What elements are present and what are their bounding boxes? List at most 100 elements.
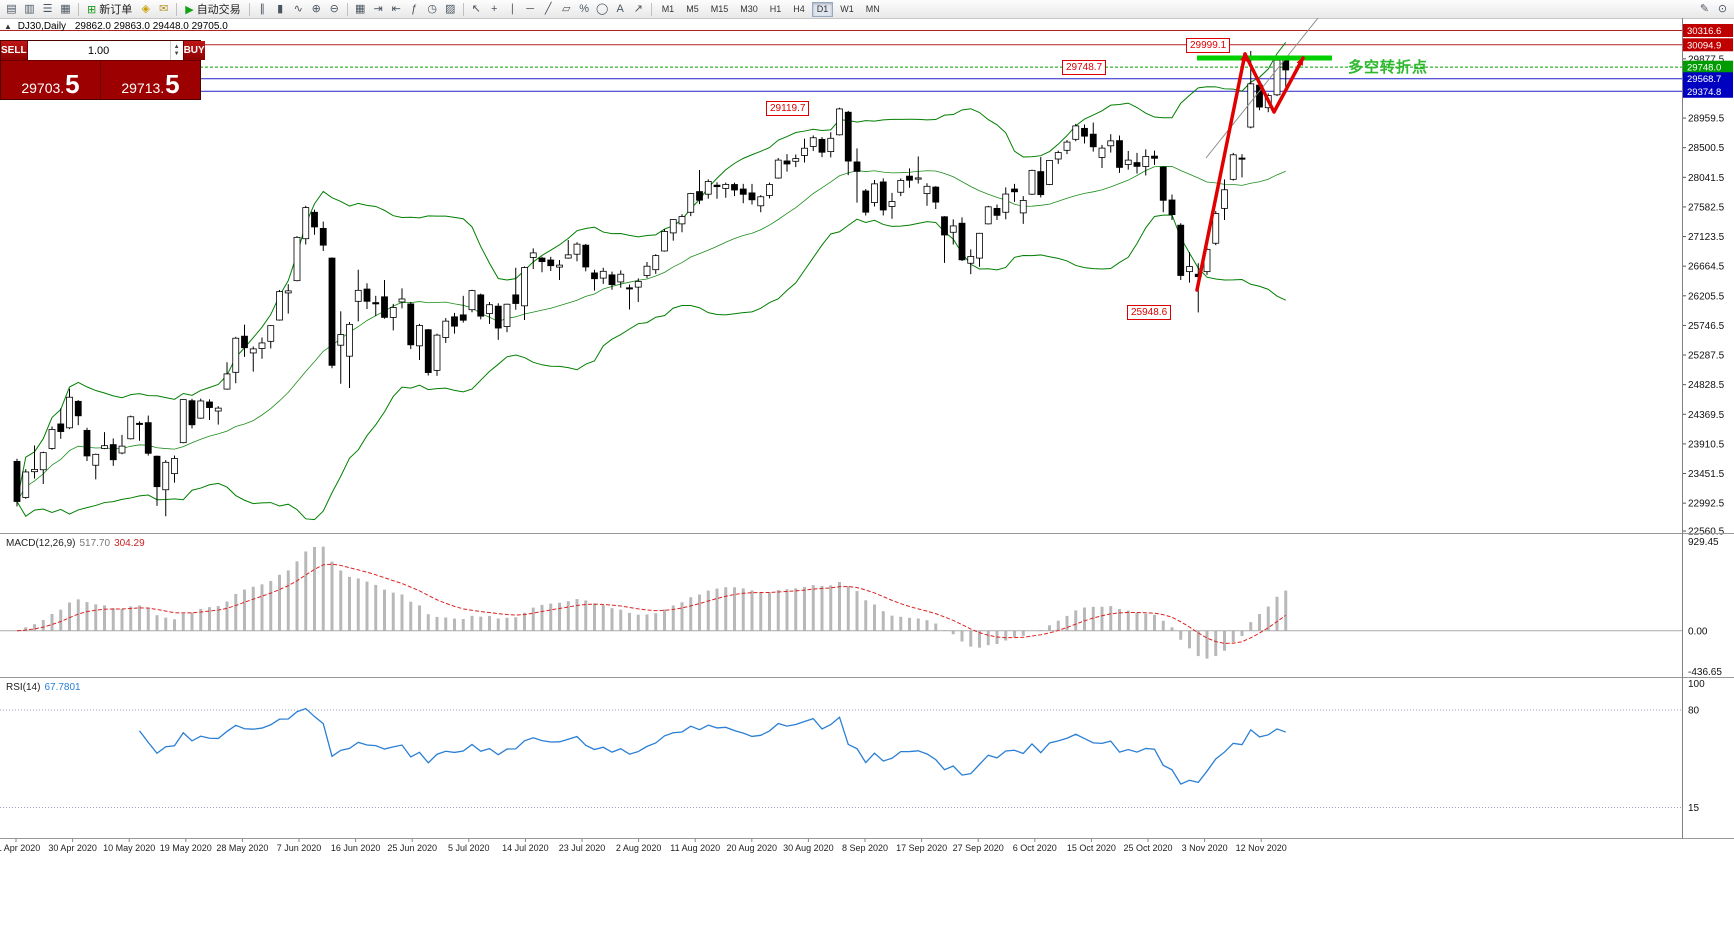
- svg-text:29374.8: 29374.8: [1687, 87, 1721, 98]
- timeframe-m5-button[interactable]: M5: [686, 3, 699, 14]
- shapes-icon[interactable]: ◯: [596, 2, 609, 15]
- chart-area[interactable]: 29877.5 28959.5 28500.5 28041.5 27582.5 27123…: [0, 18, 1734, 944]
- svg-text:25 Jun 2020: 25 Jun 2020: [387, 843, 437, 853]
- chart-shift-icon[interactable]: ⇤: [391, 2, 401, 15]
- trend-annotations[interactable]: [1195, 18, 1334, 292]
- new-chart-icon[interactable]: ▤: [6, 2, 17, 15]
- buy-price[interactable]: 29713. 5: [101, 61, 200, 99]
- cursor-icon[interactable]: ↖: [471, 2, 481, 15]
- turning-point-note[interactable]: 多空转折点: [1348, 59, 1429, 76]
- one-click-trading-panel: SELL ▲ ▼ BUY 29703. 5 29713. 5: [0, 40, 205, 100]
- svg-text:20 Aug 2020: 20 Aug 2020: [727, 843, 778, 853]
- svg-text:16 Jun 2020: 16 Jun 2020: [331, 843, 381, 853]
- macd-label: MACD(12,26,9) 517.70 304.29: [6, 538, 145, 549]
- sell-price-main: 29703.: [21, 80, 65, 96]
- svg-text:28041.5: 28041.5: [1688, 173, 1725, 184]
- edit-icon[interactable]: ✎: [1699, 2, 1710, 15]
- auto-scroll-icon[interactable]: ⇥: [373, 2, 383, 15]
- templates-icon[interactable]: ▨: [444, 2, 456, 15]
- one-click-collapse-icon[interactable]: ▲: [4, 22, 12, 31]
- fibonacci-icon[interactable]: %: [579, 2, 590, 15]
- buy-button[interactable]: BUY: [182, 41, 205, 60]
- trendline-icon[interactable]: ╱: [544, 2, 552, 15]
- lot-size-input[interactable]: [27, 41, 170, 60]
- svg-text:10 May 2020: 10 May 2020: [103, 843, 155, 853]
- line-chart-icon[interactable]: ∿: [293, 2, 303, 15]
- alerts-icon[interactable]: ✉: [159, 2, 169, 15]
- svg-text:100: 100: [1688, 679, 1705, 690]
- tile-windows-icon[interactable]: ▦: [354, 2, 366, 15]
- date-axis: 21 Apr 2020 30 Apr 2020 10 May 2020 19 May …: [0, 838, 1287, 853]
- chart-layer: 29877.5 28959.5 28500.5 28041.5 27582.5 27123…: [0, 18, 1734, 944]
- profiles-icon[interactable]: ▥: [24, 2, 35, 15]
- svg-text:27123.5: 27123.5: [1688, 232, 1725, 243]
- new-order-button[interactable]: ⊞ 新订单: [83, 2, 136, 17]
- toolbar-separator: [346, 2, 348, 16]
- indicators-icon[interactable]: ƒ: [411, 2, 418, 15]
- data-window-icon[interactable]: ▦: [60, 2, 71, 15]
- timeframe-group: M1 M5 M15 M30 H1 H4 D1 W1 MN: [656, 1, 886, 17]
- sell-button[interactable]: SELL: [1, 41, 28, 60]
- pullback-arrow: [1243, 52, 1305, 114]
- svg-text:22560.5: 22560.5: [1688, 527, 1725, 538]
- bar-chart-icon[interactable]: ∥: [259, 2, 265, 15]
- zoom-tool-icon[interactable]: ⊙: [1717, 2, 1728, 15]
- timeframe-m1-button[interactable]: M1: [661, 3, 675, 14]
- price-label-october-low[interactable]: 25948.6: [1127, 305, 1172, 320]
- lot-stepper[interactable]: ▲ ▼: [169, 41, 183, 60]
- svg-text:29568.7: 29568.7: [1687, 74, 1721, 85]
- svg-text:24369.5: 24369.5: [1688, 410, 1725, 421]
- zoom-in-icon[interactable]: ⊕: [311, 2, 321, 15]
- lot-decrease-icon[interactable]: ▼: [173, 50, 180, 57]
- svg-text:25287.5: 25287.5: [1688, 351, 1725, 362]
- timeframe-mn-button[interactable]: MN: [865, 3, 880, 14]
- auto-trading-button[interactable]: ▶ 自动交易: [181, 2, 244, 17]
- crosshair-icon[interactable]: +: [490, 2, 498, 15]
- candlesticks: [13, 50, 1290, 517]
- buy-price-main: 29713.: [121, 80, 165, 96]
- text-icon[interactable]: A: [616, 2, 624, 15]
- periods-icon[interactable]: ◷: [427, 2, 437, 15]
- auto-trading-icon: ▶: [185, 3, 194, 16]
- svg-text:0.00: 0.00: [1688, 626, 1708, 637]
- arrow-tools-icon[interactable]: ↗: [633, 2, 643, 15]
- svg-text:8 Sep 2020: 8 Sep 2020: [842, 843, 888, 853]
- svg-text:11 Aug 2020: 11 Aug 2020: [670, 843, 720, 853]
- timeframe-h1-button[interactable]: H1: [769, 3, 782, 14]
- metaeditor-icon[interactable]: ◈: [141, 2, 150, 15]
- svg-text:23451.5: 23451.5: [1688, 469, 1725, 480]
- timeframe-h4-button[interactable]: H4: [793, 3, 805, 14]
- timeframe-m30-button[interactable]: M30: [740, 3, 758, 14]
- timeframe-d1-button[interactable]: D1: [811, 1, 834, 17]
- svg-text:29748.0: 29748.0: [1687, 63, 1721, 74]
- svg-text:25 Oct 2020: 25 Oct 2020: [1123, 843, 1172, 853]
- price-label-high[interactable]: 29999.1: [1186, 38, 1231, 53]
- price-label-resistance[interactable]: 29748.7: [1062, 60, 1107, 75]
- market-watch-icon[interactable]: ☰: [42, 2, 53, 15]
- svg-text:30 Apr 2020: 30 Apr 2020: [48, 843, 97, 853]
- toolbar-separator: [248, 2, 250, 16]
- rsi-label: RSI(14) 67.7801: [6, 682, 81, 693]
- macd-pane: 929.45 0.00 -436.65: [0, 537, 1722, 678]
- bollinger-bands: [16, 42, 1287, 521]
- horizontal-line-icon[interactable]: ─: [526, 2, 535, 15]
- svg-text:5 Jul 2020: 5 Jul 2020: [448, 843, 490, 853]
- channel-icon[interactable]: ▱: [561, 2, 571, 15]
- price-label-september-high[interactable]: 29119.7: [766, 101, 810, 116]
- svg-text:26205.5: 26205.5: [1688, 291, 1725, 302]
- lot-increase-icon[interactable]: ▲: [173, 43, 180, 50]
- zoom-out-icon[interactable]: ⊖: [329, 2, 339, 15]
- svg-text:2 Aug 2020: 2 Aug 2020: [616, 843, 662, 853]
- candlestick-chart-icon[interactable]: ▮: [277, 2, 284, 15]
- vertical-line-icon[interactable]: ∣: [509, 2, 515, 15]
- timeframe-m15-button[interactable]: M15: [710, 3, 729, 14]
- sell-price[interactable]: 29703. 5: [1, 61, 101, 99]
- svg-text:21 Apr 2020: 21 Apr 2020: [0, 843, 40, 853]
- timeframe-w1-button[interactable]: W1: [840, 3, 854, 14]
- svg-text:22992.5: 22992.5: [1688, 499, 1725, 510]
- svg-text:29877.5: 29877.5: [1688, 54, 1725, 65]
- svg-text:30 Aug 2020: 30 Aug 2020: [783, 843, 834, 853]
- toolbar-separator: [462, 2, 464, 16]
